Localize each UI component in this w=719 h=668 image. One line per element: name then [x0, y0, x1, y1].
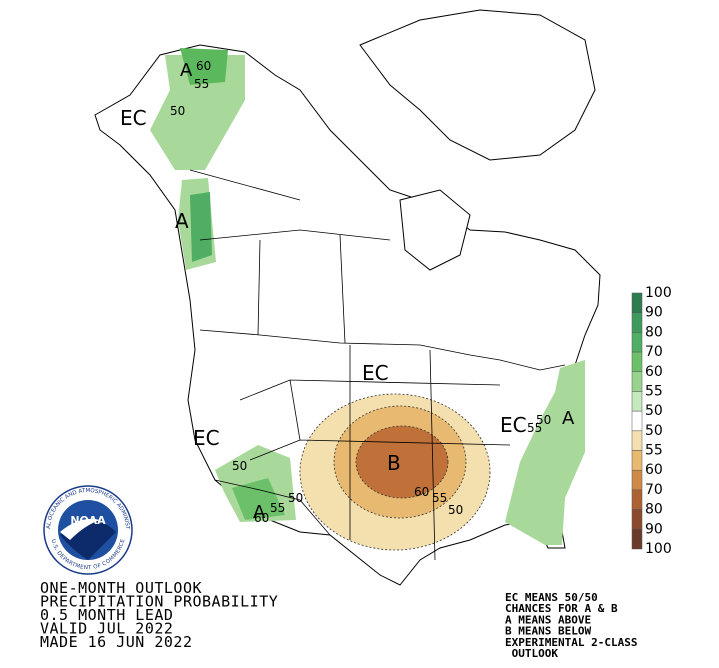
title-line: PRECIPITATION PROBABILITY [40, 593, 278, 611]
legend-label: 60 [645, 364, 663, 380]
legend-label: 60 [645, 462, 663, 478]
legend-swatch [631, 529, 643, 550]
map-label: 50 [448, 503, 463, 517]
map-label: 50 [232, 459, 247, 473]
legend-swatch [631, 332, 643, 353]
legend-swatch [631, 489, 643, 510]
map-label: 60 [414, 485, 429, 499]
map-label: A [180, 60, 193, 81]
map-label: 55 [270, 501, 285, 515]
legend-swatch [631, 292, 643, 313]
title-line: ONE-MONTH OUTLOOK [40, 579, 202, 597]
map-label: 60 [254, 511, 269, 525]
logo-ring-text: NATIONAL OCEANIC AND ATMOSPHERIC ADMINIS… [0, 0, 130, 530]
map-label: A [562, 408, 575, 429]
legend-swatch [631, 430, 643, 451]
map-label: 50 [170, 104, 185, 118]
map-label: EC [193, 426, 220, 450]
above-area [232, 478, 285, 520]
legend-swatch [631, 391, 643, 412]
map-label: EC [500, 413, 527, 437]
legend-label: 90 [645, 521, 663, 537]
above-area [505, 360, 585, 545]
legend-label: 100 [645, 285, 672, 301]
legend: 100 90 80 70 60 55 50 50 55 60 70 80 90 100 [631, 285, 672, 557]
above-area [190, 192, 212, 262]
legend-swatch [631, 371, 643, 392]
legend-label: 90 [645, 305, 663, 321]
legend-swatch [631, 410, 643, 432]
legend-label: 70 [645, 482, 663, 498]
note-line: EC MEANS 50/50 [505, 591, 598, 604]
legend-label: 55 [645, 383, 663, 399]
note-line: A MEANS ABOVE [505, 613, 591, 626]
note-line: B MEANS BELOW [505, 625, 591, 638]
legend-swatch [631, 312, 643, 333]
map-label: EC [120, 106, 147, 130]
map-label: A [253, 502, 266, 523]
title-line: VALID JUL 2022 [40, 620, 173, 638]
map-label: 55 [194, 77, 209, 91]
map-label: 55 [432, 491, 447, 505]
legend-swatch [631, 469, 643, 491]
above-area [150, 55, 245, 170]
legend-label: 80 [645, 502, 663, 518]
map-label: 50 [536, 413, 551, 427]
above-area [180, 48, 228, 85]
map-label: A [175, 209, 189, 233]
map-label: 50 [288, 491, 303, 505]
logo-ring-top: NATIONAL OCEANIC AND ATMOSPHERIC ADMINIS… [0, 0, 130, 530]
legend-label: 50 [645, 403, 663, 419]
note-line: OUTLOOK [505, 647, 558, 660]
legend-swatch [631, 351, 643, 373]
legend-label: 80 [645, 324, 663, 340]
title-line: MADE 16 JUN 2022 [40, 633, 193, 651]
map-label: B [387, 451, 401, 475]
noaa-logo: NOAA NATIONAL OCEANIC AND ATMOSPHERIC AD… [0, 0, 133, 575]
legend-label: 70 [645, 344, 663, 360]
title-line: 0.5 MONTH LEAD [40, 606, 173, 624]
note-line: EXPERIMENTAL 2-CLASS [505, 636, 637, 649]
note-line: CHANCES FOR A & B [505, 602, 618, 615]
legend-label: 100 [645, 541, 672, 557]
below-area [355, 425, 449, 499]
legend-label: 55 [645, 443, 663, 459]
logo-gull [60, 518, 100, 540]
borders [189, 169, 566, 561]
legend-label: 50 [645, 423, 663, 439]
legend-swatch [631, 509, 643, 530]
logo-name: NOAA [70, 514, 106, 527]
map-label: EC [362, 361, 389, 385]
legend-swatch [631, 450, 643, 471]
map-label: 60 [196, 59, 211, 73]
map-label: 55 [527, 421, 542, 435]
